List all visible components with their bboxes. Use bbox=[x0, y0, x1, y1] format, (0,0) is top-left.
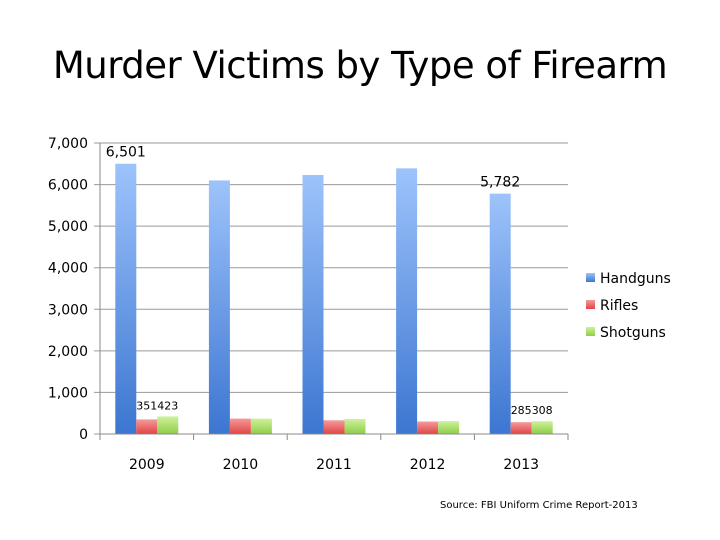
y-tick-label: 1,000 bbox=[48, 385, 88, 401]
y-tick-label: 6,000 bbox=[48, 178, 88, 194]
x-tick-label: 2012 bbox=[410, 457, 446, 473]
x-tick-label: 2010 bbox=[223, 457, 259, 473]
legend-swatch-rifles bbox=[586, 300, 595, 309]
bar-shotguns-2010 bbox=[250, 418, 272, 434]
data-label: 5,782 bbox=[480, 175, 520, 191]
data-label: 308 bbox=[532, 404, 553, 417]
y-tick-label: 3,000 bbox=[48, 302, 88, 318]
bar-handguns-2011 bbox=[302, 175, 324, 434]
bar-handguns-2010 bbox=[208, 180, 230, 434]
bar-handguns-2013 bbox=[489, 193, 511, 434]
bar-shotguns-2013 bbox=[531, 421, 553, 434]
y-tick-label: 5,000 bbox=[48, 219, 88, 235]
source-note: Source: FBI Uniform Crime Report-2013 bbox=[440, 500, 638, 511]
bar-shotguns-2012 bbox=[438, 421, 460, 434]
legend-swatch-shotguns bbox=[586, 327, 595, 336]
y-tick-label: 2,000 bbox=[48, 344, 88, 360]
legend-label-rifles: Rifles bbox=[600, 298, 638, 314]
x-tick-label: 2013 bbox=[503, 457, 539, 473]
y-tick-label: 7,000 bbox=[48, 136, 88, 152]
data-label: 285 bbox=[511, 404, 532, 417]
chart-title: Murder Victims by Type of Firearm bbox=[52, 44, 668, 87]
legend-swatch-handguns bbox=[586, 273, 595, 282]
data-label: 6,501 bbox=[106, 145, 146, 161]
legend-label-handguns: Handguns bbox=[600, 271, 671, 287]
bar-shotguns-2011 bbox=[344, 419, 366, 434]
bar-handguns-2012 bbox=[396, 168, 418, 434]
bar-rifles-2009 bbox=[136, 419, 158, 434]
x-tick-label: 2009 bbox=[129, 457, 165, 473]
y-tick-label: 4,000 bbox=[48, 261, 88, 277]
y-tick-label: 0 bbox=[79, 427, 88, 443]
legend-label-shotguns: Shotguns bbox=[600, 325, 666, 341]
data-label: 351 bbox=[136, 399, 157, 412]
x-tick-label: 2011 bbox=[316, 457, 352, 473]
bar-rifles-2013 bbox=[510, 422, 532, 434]
bar-handguns-2009 bbox=[115, 163, 137, 434]
bar-rifles-2010 bbox=[229, 418, 251, 434]
bar-rifles-2011 bbox=[323, 420, 345, 434]
bar-shotguns-2009 bbox=[157, 416, 179, 434]
data-label: 423 bbox=[157, 399, 178, 412]
bar-rifles-2012 bbox=[417, 421, 439, 434]
